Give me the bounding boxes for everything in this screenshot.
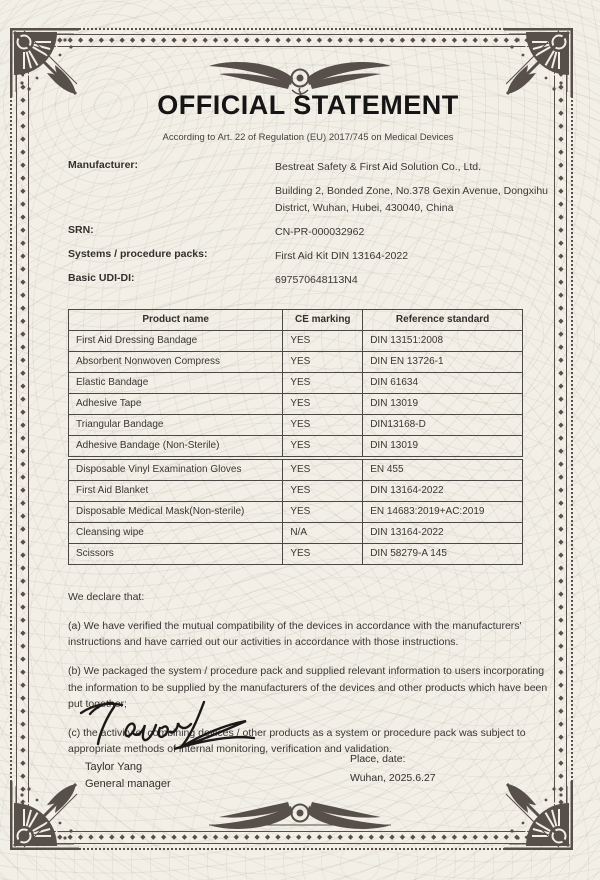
table-cell: DIN 13019 [362, 392, 523, 415]
table-cell: YES [282, 434, 364, 459]
table-cell: EN 455 [362, 455, 523, 481]
table-row: Adhesive Tape YES DIN 13019 [67, 392, 523, 415]
col-product-name: Product name [67, 308, 284, 331]
table-row: Disposable Medical Mask(Non-sterile) YES… [67, 500, 523, 523]
table-cell: First Aid Blanket [67, 479, 284, 502]
place-date-value: Wuhan, 2025.6.27 [350, 772, 436, 784]
table-cell: Adhesive Bandage (Non-Sterile) [67, 434, 284, 459]
field-manufacturer: Manufacturer: Bestreat Safety & First Ai… [68, 159, 548, 175]
table-row: First Aid Blanket YES DIN 13164-2022 [67, 479, 523, 502]
ornate-frame [10, 28, 573, 850]
table-row: Triangular Bandage YES DIN13168-D [67, 413, 523, 436]
diamond-chain-right [555, 44, 566, 834]
table-cell: Disposable Vinyl Examination Gloves [67, 455, 284, 481]
table-cell: Absorbent Nonwoven Compress [67, 350, 284, 373]
manufacturer-fields: Manufacturer: Bestreat Safety & First Ai… [68, 159, 548, 289]
place-date-label: Place, date: [350, 753, 406, 765]
table-cell: DIN 61634 [362, 371, 523, 394]
declaration-item-b: (b) We packaged the system / procedure p… [68, 665, 548, 710]
field-value: 697570648113N4 [275, 274, 358, 287]
table-cell: Cleansing wipe [67, 521, 284, 544]
table-cell: Triangular Bandage [67, 413, 284, 436]
field-label: Manufacturer: [68, 159, 139, 171]
table-cell: YES [282, 455, 364, 481]
table-cell: Adhesive Tape [67, 392, 284, 415]
table-cell: N/A [282, 521, 364, 544]
field-value: CN-PR-000032962 [275, 225, 365, 238]
table-cell: YES [282, 392, 364, 415]
table-row: Cleansing wipe N/A DIN 13164-2022 [67, 521, 523, 544]
page-title: OFFICIAL STATEMENT [157, 90, 459, 120]
field-value: Building 2, Bonded Zone, No.378 Gexin Av… [275, 185, 548, 214]
corner-rosette-icon [10, 781, 79, 850]
diamond-chain-top [26, 35, 557, 46]
field-label: SRN: [68, 223, 94, 236]
table-header-row: Product name CE marking Reference standa… [67, 308, 523, 331]
corner-rosette-icon [504, 28, 573, 97]
handwritten-signature [79, 700, 256, 751]
page-subtitle: According to Art. 22 of Regulation (EU) … [162, 132, 454, 143]
table-row: Absorbent Nonwoven Compress YES DIN EN 1… [67, 350, 523, 373]
winged-flourish-icon [209, 62, 391, 97]
field-address: Building 2, Bonded Zone, No.378 Gexin Av… [68, 183, 548, 216]
products-table: Product name CE marking Reference standa… [67, 308, 523, 565]
table-cell: Scissors [67, 542, 284, 565]
table-cell: YES [282, 542, 364, 565]
crest-flourish-icon [209, 802, 391, 829]
certificate-content: OFFICIAL STATEMENT According to Art. 22 … [67, 90, 548, 771]
col-ce-marking: CE marking [282, 308, 364, 331]
table-cell: DIN EN 13726-1 [362, 350, 523, 373]
table-cell: YES [282, 371, 364, 394]
signatory-role: General manager [85, 778, 171, 790]
table-cell: EN 14683:2019+AC:2019 [362, 500, 523, 523]
corner-rosette-icon [10, 28, 79, 97]
table-cell: DIN 13164-2022 [362, 521, 523, 544]
table-cell: YES [282, 329, 364, 352]
signatory-name: Taylor Yang [85, 761, 143, 773]
table-row: Elastic Bandage YES DIN 61634 [67, 371, 523, 394]
table-cell: Disposable Medical Mask(Non-sterile) [67, 500, 284, 523]
table-cell: YES [282, 413, 364, 436]
table-row: First Aid Dressing Bandage YES DIN 13151… [67, 329, 523, 352]
table-cell: DIN 13151:2008 [362, 329, 523, 352]
table-row: Adhesive Bandage (Non-Sterile) YES DIN 1… [67, 434, 523, 459]
field-value: Bestreat Safety & First Aid Solution Co.… [275, 161, 482, 173]
table-cell: DIN 58279-A 145 [362, 542, 523, 565]
declaration-item-c: (c) the activity of combining devices / … [68, 727, 526, 756]
corner-rosette-icon [504, 781, 573, 850]
diamond-chain-left [17, 44, 28, 834]
table-cell: DIN13168-D [362, 413, 523, 436]
table-cell: DIN 13164-2022 [362, 479, 523, 502]
declaration-item-a: (a) We have verified the mutual compatib… [68, 619, 522, 649]
table-cell: YES [282, 350, 364, 373]
field-value: First Aid Kit DIN 13164-2022 [275, 250, 409, 263]
table-cell: Elastic Bandage [67, 371, 284, 394]
field-srn: SRN: CN-PR-000032962 [68, 224, 548, 240]
table-row: Disposable Vinyl Examination Gloves YES … [67, 455, 523, 481]
field-systems: Systems / procedure packs: First Aid Kit… [68, 248, 548, 264]
table-cell: DIN 13019 [362, 434, 523, 459]
col-reference-standard: Reference standard [362, 308, 523, 331]
declaration-intro: We declare that: [68, 590, 145, 603]
table-cell: First Aid Dressing Bandage [67, 329, 284, 352]
field-label: Basic UDI-DI: [68, 272, 135, 285]
table-cell: YES [282, 479, 364, 502]
declaration-section: We declare that: (a) We have verified th… [68, 589, 548, 758]
table-cell: YES [282, 500, 364, 523]
field-label: Systems / procedure packs: [68, 248, 208, 261]
table-row: Scissors YES DIN 58279-A 145 [67, 542, 523, 565]
field-udi: Basic UDI-DI: 697570648113N4 [68, 272, 548, 288]
